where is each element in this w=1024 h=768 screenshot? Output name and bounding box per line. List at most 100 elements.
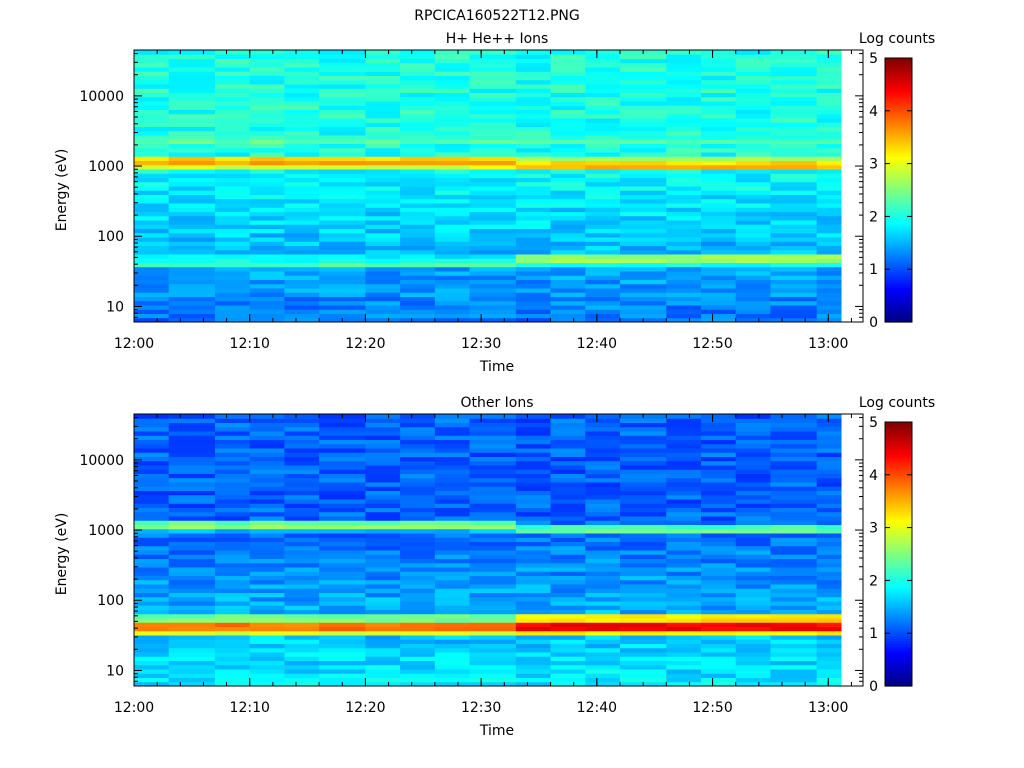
heatmap-cell [585, 147, 621, 153]
heatmap-cell [666, 567, 702, 572]
heatmap-cell [168, 84, 216, 89]
x-tick-label: 12:00 [114, 336, 154, 352]
heatmap-cell [319, 511, 366, 517]
heatmap-cell [469, 88, 517, 93]
heatmap-cell [168, 520, 216, 525]
heatmap-cell [515, 262, 552, 268]
heatmap-cell [816, 567, 842, 572]
heatmap-cell [735, 494, 771, 500]
heatmap-cell [816, 313, 842, 319]
heatmap-cell [400, 292, 436, 297]
heatmap-cell [620, 660, 667, 666]
heatmap-cell [666, 656, 702, 661]
heatmap-cell [215, 164, 251, 170]
heatmap-cell [365, 524, 401, 530]
colorbar-segment [885, 258, 912, 262]
heatmap-cell [735, 211, 771, 217]
heatmap-cell [434, 435, 471, 440]
heatmap-cell [620, 503, 667, 508]
heatmap-cell [816, 228, 842, 234]
heatmap-cell [735, 618, 771, 623]
heatmap-cell [770, 245, 818, 251]
heatmap-cell [550, 605, 586, 610]
heatmap-cell [215, 160, 251, 166]
heatmap-cell [284, 254, 320, 259]
heatmap-cell [168, 494, 216, 500]
heatmap-cell [134, 477, 170, 483]
heatmap-cell [620, 249, 667, 255]
heatmap-cell [134, 545, 170, 551]
heatmap-cell [666, 596, 702, 602]
heatmap-cell [215, 305, 251, 310]
heatmap-cell [735, 300, 771, 306]
colorbar-segment [885, 316, 912, 320]
heatmap-cell [284, 313, 320, 319]
heatmap-cell [550, 660, 586, 666]
heatmap-cell [469, 292, 517, 297]
heatmap-cell [134, 473, 170, 479]
heatmap-cell [469, 254, 517, 259]
heatmap-cell [284, 309, 320, 314]
heatmap-cell [735, 673, 771, 678]
heatmap-cell [585, 673, 621, 678]
heatmap-cell [735, 486, 771, 491]
heatmap-cell [284, 224, 320, 229]
heatmap-cell [701, 173, 737, 178]
heatmap-cell [319, 486, 366, 491]
heatmap-cell [284, 579, 320, 585]
heatmap-cell [666, 494, 702, 500]
heatmap-cell [550, 164, 586, 170]
heatmap-cell [249, 190, 285, 195]
heatmap-cell [735, 296, 771, 302]
colorbar-segment [885, 97, 912, 101]
heatmap-cell [666, 613, 702, 619]
heatmap-cell [249, 50, 285, 55]
heatmap-cell [666, 503, 702, 508]
heatmap-cell [134, 271, 170, 276]
heatmap-cell [550, 414, 586, 419]
heatmap-cell [469, 579, 517, 585]
colorbar-segment [885, 158, 912, 162]
heatmap-cell [400, 456, 436, 462]
heatmap-cell [816, 605, 842, 610]
heatmap-cell [701, 613, 737, 619]
heatmap-cell [550, 473, 586, 479]
heatmap-cell [319, 503, 366, 508]
heatmap-cell [550, 524, 586, 530]
heatmap-cell [666, 62, 702, 68]
heatmap-cell [770, 122, 818, 127]
heatmap-cell [168, 194, 216, 200]
heatmap-cell [666, 122, 702, 127]
colorbar-segment [885, 458, 912, 463]
heatmap-cell [550, 643, 586, 649]
heatmap-cell [770, 271, 818, 276]
colorbar-segment [885, 256, 912, 260]
heatmap-cell [319, 465, 366, 470]
heatmap-cell [735, 198, 771, 204]
heatmap-cell [400, 152, 436, 157]
heatmap-cell [365, 194, 401, 200]
heatmap-cell [134, 562, 170, 568]
heatmap-cell [365, 499, 401, 504]
heatmap-cell [249, 135, 285, 140]
heatmap-cell [284, 592, 320, 598]
heatmap-cell [816, 418, 842, 423]
heatmap-cell [134, 84, 170, 89]
heatmap-cell [585, 643, 621, 649]
heatmap-cell [434, 245, 471, 251]
heatmap-cell [816, 105, 842, 110]
heatmap-cell [365, 54, 401, 59]
heatmap-cell [735, 105, 771, 110]
heatmap-cell [666, 431, 702, 436]
heatmap-cell [585, 499, 621, 504]
heatmap-cell [701, 448, 737, 453]
heatmap-cell [168, 524, 216, 530]
heatmap-cell [550, 156, 586, 161]
heatmap-cell [434, 50, 471, 55]
heatmap-cell [770, 190, 818, 195]
colorbar-segment [885, 522, 912, 526]
heatmap-cell [585, 567, 621, 572]
heatmap-cell [168, 448, 216, 453]
heatmap-cell [168, 456, 216, 462]
heatmap-cell [701, 139, 737, 144]
